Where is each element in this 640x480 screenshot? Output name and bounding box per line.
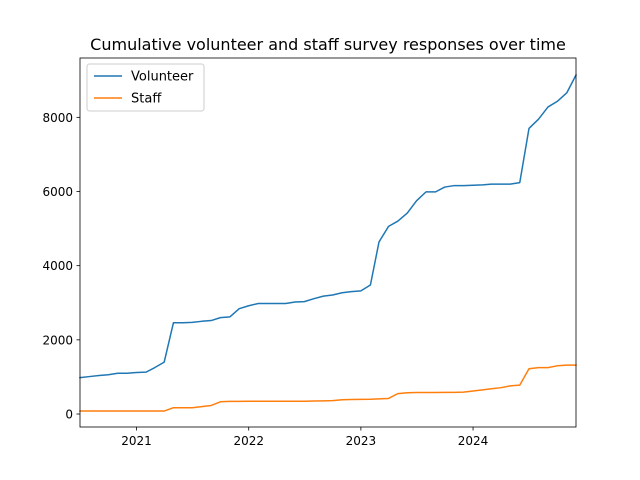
legend-label-staff: Staff xyxy=(131,92,162,107)
y-tick-label: 0 xyxy=(65,408,73,422)
x-tick-label: 2022 xyxy=(233,434,264,448)
x-tick-label: 2023 xyxy=(346,434,377,448)
series-line-staff xyxy=(79,364,577,412)
y-tick-label: 2000 xyxy=(42,333,73,347)
x-tick-label: 2021 xyxy=(121,434,152,448)
series-line-volunteer xyxy=(79,74,578,379)
axes-frame xyxy=(79,57,577,428)
legend: Volunteer Staff xyxy=(86,63,205,112)
y-tick-label: 4000 xyxy=(42,259,73,273)
y-tick-label: 8000 xyxy=(42,111,73,125)
x-tick-label: 2024 xyxy=(458,434,489,448)
plot-area: 0 2000 4000 6000 8000 2021 2022 2023 2024 xyxy=(42,57,578,448)
y-tick-label: 6000 xyxy=(42,185,73,199)
legend-label-volunteer: Volunteer xyxy=(131,70,194,85)
chart-title: Cumulative volunteer and staff survey re… xyxy=(90,35,566,54)
